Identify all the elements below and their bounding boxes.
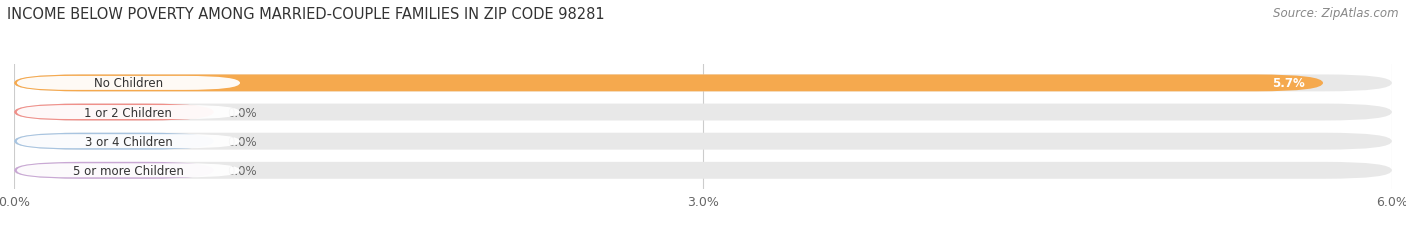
- FancyBboxPatch shape: [14, 104, 214, 121]
- Text: 0.0%: 0.0%: [228, 135, 257, 148]
- Text: No Children: No Children: [94, 77, 163, 90]
- Text: 3 or 4 Children: 3 or 4 Children: [84, 135, 173, 148]
- FancyBboxPatch shape: [14, 162, 214, 179]
- FancyBboxPatch shape: [17, 106, 240, 119]
- Text: INCOME BELOW POVERTY AMONG MARRIED-COUPLE FAMILIES IN ZIP CODE 98281: INCOME BELOW POVERTY AMONG MARRIED-COUPL…: [7, 7, 605, 22]
- Text: 5 or more Children: 5 or more Children: [73, 164, 184, 177]
- FancyBboxPatch shape: [14, 162, 1392, 179]
- FancyBboxPatch shape: [17, 76, 240, 91]
- Text: 1 or 2 Children: 1 or 2 Children: [84, 106, 173, 119]
- Text: 0.0%: 0.0%: [228, 106, 257, 119]
- Text: Source: ZipAtlas.com: Source: ZipAtlas.com: [1274, 7, 1399, 20]
- FancyBboxPatch shape: [14, 75, 1392, 92]
- Text: 0.0%: 0.0%: [228, 164, 257, 177]
- FancyBboxPatch shape: [14, 75, 1323, 92]
- Text: 5.7%: 5.7%: [1272, 77, 1305, 90]
- FancyBboxPatch shape: [17, 164, 240, 178]
- FancyBboxPatch shape: [17, 135, 240, 149]
- FancyBboxPatch shape: [14, 133, 1392, 150]
- FancyBboxPatch shape: [14, 133, 214, 150]
- FancyBboxPatch shape: [14, 104, 1392, 121]
